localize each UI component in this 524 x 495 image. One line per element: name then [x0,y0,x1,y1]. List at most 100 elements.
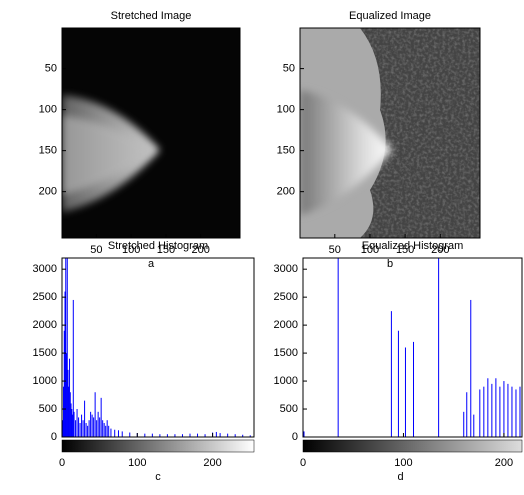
bar [438,258,440,437]
y-tick-label: 0 [51,431,57,443]
bar [81,414,83,437]
x-tick-label: 150 [396,244,414,256]
bar [204,434,206,437]
y-tick-label: 1500 [33,347,57,359]
bar [82,420,84,437]
bar [65,258,67,437]
bar [87,425,89,437]
bar [70,403,72,437]
y-tick-label: 0 [292,431,298,443]
bar [72,299,74,437]
bar [159,434,161,437]
y-tick-label: 2000 [33,319,57,331]
x-tick-label: 50 [329,244,341,256]
x-tick-label: 200 [431,244,449,256]
bar [76,409,78,437]
bar [129,432,131,437]
bar [66,353,68,437]
bar [397,330,399,437]
y-tick-label: 1000 [33,375,57,387]
bar [62,420,64,437]
bar [227,433,229,437]
bar [108,425,110,437]
bar [105,425,107,437]
bar [110,428,112,437]
x-tick-label: 100 [361,244,379,256]
bar [102,420,104,437]
x-label: d [397,471,403,483]
y-tick-label: 1000 [274,375,298,387]
bar [466,392,468,437]
bar [103,423,105,437]
bar [404,347,406,437]
y-tick-label: 3000 [274,263,298,275]
bar [515,389,517,437]
x-tick-label: 0 [300,457,306,469]
bar [84,400,86,437]
bar [63,330,65,437]
bar [67,369,69,437]
bar [151,433,153,437]
x-tick-label: 100 [394,457,412,469]
bar [121,431,123,437]
y-tick-label: 500 [280,403,298,415]
x-tick-label: 200 [495,457,513,469]
bar [487,378,489,437]
bar [249,435,251,437]
x-label: c [155,471,161,483]
colorbar [302,439,523,453]
bar [106,420,108,437]
bar [215,431,217,437]
bar [79,423,81,437]
stretched-image [62,28,240,238]
axes-box [302,257,523,438]
y-tick-label: 200 [277,186,295,198]
y-tick-label: 3000 [33,263,57,275]
y-tick-label: 2000 [274,319,298,331]
bar [96,420,98,437]
colorbar [61,439,255,453]
bar [90,411,92,437]
x-tick-label: 100 [128,457,146,469]
bar [219,433,221,437]
y-tick-label: 150 [277,145,295,157]
bar [470,299,472,437]
bar [189,433,191,437]
bar [91,414,93,437]
x-tick-label: 0 [59,457,65,469]
bar [463,411,465,437]
x-tick-label: 200 [192,244,210,256]
bar [479,389,481,437]
bar [64,291,66,437]
bar [181,434,183,437]
bar [71,409,73,437]
x-label: a [148,258,155,270]
bar [499,386,501,437]
bar [78,417,80,437]
bar [303,431,305,437]
x-tick-label: 200 [203,457,221,469]
bar [73,411,75,437]
bar [519,386,521,437]
panel-title: Stretched Histogram [108,240,208,252]
x-tick-label: 150 [157,244,175,256]
y-tick-label: 2500 [274,291,298,303]
equalized-image [300,28,480,238]
bar [174,434,176,437]
bar [503,381,505,437]
bar [495,378,497,437]
y-tick-label: 50 [283,63,295,75]
bar [234,434,236,437]
bar [117,430,119,437]
bar [94,392,96,437]
bar [511,386,513,437]
y-tick-label: 2500 [33,291,57,303]
bar [473,414,475,437]
y-tick-label: 200 [39,186,57,198]
bar [85,423,87,437]
bar [114,429,116,437]
y-tick-label: 100 [277,104,295,116]
bar [69,392,71,437]
